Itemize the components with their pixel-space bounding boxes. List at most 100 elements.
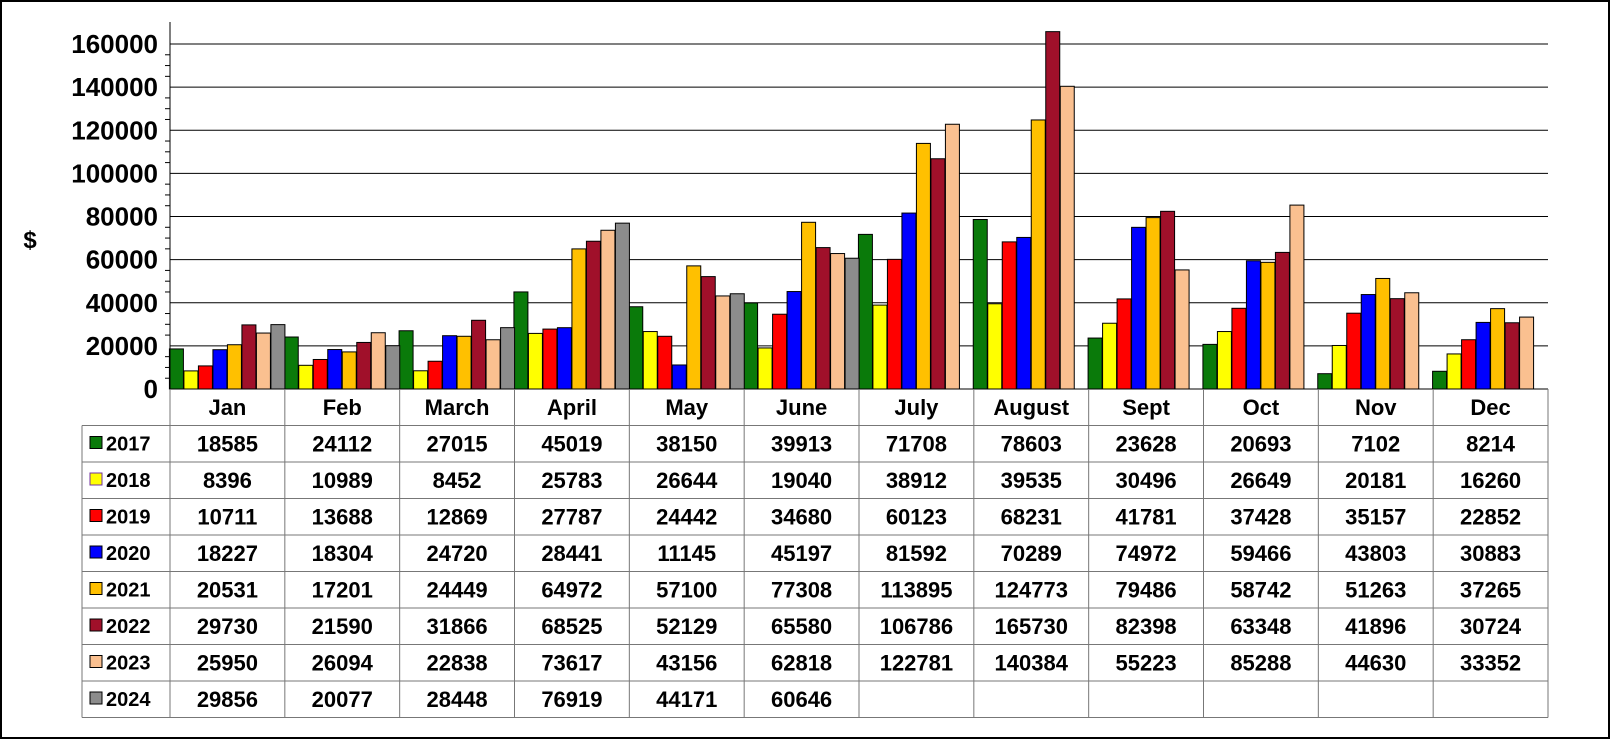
bar-2022-jan (241, 324, 257, 390)
bar-2019-april (542, 328, 558, 390)
bar-2018-dec (1446, 353, 1462, 390)
data-label: 37428 (1230, 505, 1291, 530)
bar-2020-nov (1360, 294, 1376, 390)
bar-2018-may (642, 331, 658, 390)
bar-2021-nov (1375, 277, 1391, 390)
data-label: 39913 (771, 432, 832, 457)
category-label: May (665, 395, 709, 420)
data-label: 25950 (197, 651, 258, 676)
data-label: 24449 (426, 578, 487, 603)
bar-2019-may (657, 335, 673, 390)
category-label: Oct (1243, 395, 1280, 420)
data-label: 16260 (1460, 468, 1521, 493)
data-label: 38150 (656, 432, 717, 457)
bar-2020-feb (327, 349, 343, 390)
bar-2022-may (700, 276, 716, 390)
data-label: 20693 (1230, 432, 1291, 457)
bar-2024-june (844, 257, 860, 390)
data-label: 44171 (656, 687, 717, 712)
category-label: Sept (1122, 395, 1170, 420)
bar-2024-april (614, 222, 630, 390)
data-label: 59466 (1230, 541, 1291, 566)
bar-2017-march (398, 330, 414, 390)
bar-2017-jan (168, 348, 184, 390)
data-label: 122781 (880, 651, 953, 676)
category-label: April (547, 395, 597, 420)
data-label: 20531 (197, 578, 258, 603)
data-label: 68231 (1001, 505, 1062, 530)
bar-2021-may (686, 265, 702, 390)
data-label: 64972 (541, 578, 602, 603)
bar-2022-april (585, 240, 601, 390)
data-label: 44630 (1345, 651, 1406, 676)
bar-2022-july (930, 158, 946, 390)
bar-2020-sept (1131, 226, 1147, 390)
data-label: 27015 (426, 432, 487, 457)
data-label: 140384 (995, 651, 1069, 676)
data-label: 10989 (312, 468, 373, 493)
bar-2019-jan (197, 365, 213, 390)
data-label: 26649 (1230, 468, 1291, 493)
bar-2022-dec (1504, 322, 1520, 390)
bar-2018-sept (1102, 322, 1118, 390)
bar-2024-feb (385, 345, 401, 390)
data-label: 45197 (771, 541, 832, 566)
data-label: 10711 (197, 505, 257, 530)
bar-2021-july (915, 142, 931, 390)
data-label: 85288 (1230, 651, 1291, 676)
y-tick-label: 120000 (71, 115, 158, 145)
legend-swatch-2021 (89, 582, 103, 595)
bar-2020-july (901, 212, 917, 390)
data-label: 20077 (312, 687, 373, 712)
legend-swatch-2019 (89, 509, 103, 522)
data-label: 7102 (1351, 432, 1400, 457)
bar-2023-nov (1404, 292, 1420, 390)
bar-2018-jan (183, 370, 199, 390)
bar-2017-sept (1087, 337, 1103, 390)
legend-swatch-2018 (89, 472, 103, 486)
bar-2021-sept (1145, 217, 1161, 390)
data-label: 12869 (426, 505, 487, 530)
legend-swatch-2024 (89, 691, 103, 705)
bar-2017-july (857, 233, 873, 390)
bar-2022-march (471, 319, 487, 390)
data-label: 31866 (426, 614, 487, 639)
legend-label-2024: 2024 (106, 689, 151, 711)
data-label: 77308 (771, 578, 832, 603)
legend-label-2018: 2018 (106, 470, 151, 492)
bar-2019-august (1001, 241, 1017, 390)
category-label: Nov (1355, 395, 1397, 420)
bar-2017-august (972, 219, 988, 390)
category-label: Jan (208, 395, 246, 420)
legend-label-2023: 2023 (106, 653, 151, 675)
data-label: 78603 (1001, 432, 1062, 457)
data-label: 24112 (312, 432, 372, 457)
data-label: 35157 (1345, 505, 1406, 530)
data-label: 71708 (886, 432, 947, 457)
data-label: 8452 (433, 468, 482, 493)
bar-2019-feb (312, 358, 328, 390)
bar-2022-sept (1160, 210, 1176, 390)
bar-2019-june (772, 313, 788, 390)
data-label: 165730 (995, 614, 1068, 639)
bar-2018-july (872, 304, 888, 390)
bar-2018-june (757, 347, 773, 390)
data-label: 27787 (541, 505, 602, 530)
data-label: 29730 (197, 614, 258, 639)
legend-swatch-2022 (89, 618, 103, 632)
data-label: 82398 (1115, 614, 1176, 639)
data-label: 43156 (656, 651, 717, 676)
data-label: 34680 (771, 505, 832, 530)
bar-2017-dec (1432, 370, 1448, 390)
bar-2020-jan (212, 349, 228, 390)
bar-2020-dec (1475, 321, 1491, 390)
data-label: 68525 (541, 614, 602, 639)
y-tick-label: 0 (144, 374, 158, 404)
bar-2017-may (628, 306, 644, 390)
bar-2017-oct (1202, 343, 1218, 390)
data-label: 11145 (657, 541, 716, 566)
data-label: 25783 (541, 468, 602, 493)
